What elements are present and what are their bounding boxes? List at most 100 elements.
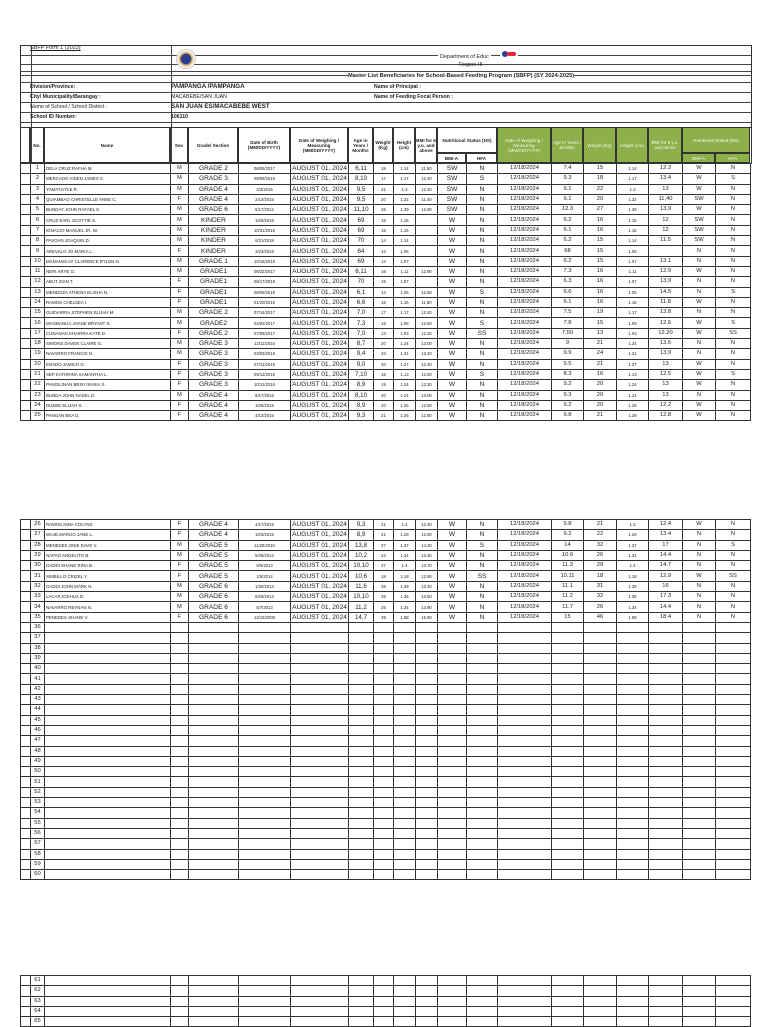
cell-bmi: 13.90 — [415, 601, 438, 613]
cell-followup-hfa: N — [715, 601, 751, 613]
school-id-value: 106110 — [171, 114, 189, 120]
cell-followup-date — [497, 714, 552, 726]
cell-followup-bmi: 11,40 — [648, 193, 683, 206]
table-row: 29 NAPAO ANGELITO B. M GRADE 5 5/28/2014 AUGU… — [20, 549, 751, 562]
cell-dob: 9/5/2013 — [238, 560, 291, 572]
cell-followup-bmi-a — [682, 817, 716, 829]
cell-dob: 10/31/2018 — [238, 224, 291, 237]
cell-followup-height — [583, 683, 617, 696]
cell-bmi-a: W — [437, 327, 467, 340]
cell-hfa — [466, 786, 498, 799]
cell-no: 9 — [30, 245, 45, 257]
row-marker — [20, 307, 31, 319]
cell-followup-weight — [551, 974, 584, 987]
cell-sex — [170, 858, 189, 871]
cell-weight — [373, 652, 394, 665]
cell-weigh-date: AUGUST 01, 2024 — [290, 183, 349, 195]
cell-followup-bmi — [648, 652, 683, 665]
cell-age — [348, 621, 374, 634]
cell-sex: F — [170, 368, 189, 381]
cell-grade: GRADE 2 — [188, 307, 239, 319]
cell-followup-height — [583, 995, 617, 1007]
cell-hfa: N — [466, 224, 498, 237]
cell-grade — [188, 974, 239, 987]
cell-followup-height: 16 — [583, 296, 617, 309]
cell-height: 1.07 — [393, 276, 416, 288]
table-row: 27 WAJE,MARGO JANE L. F GRADE 4 10/3/2015 AUG… — [20, 529, 751, 541]
cell-followup-weight — [551, 652, 584, 665]
cell-dob — [238, 786, 291, 799]
cell-sex — [170, 776, 189, 788]
cell-sex — [170, 848, 189, 860]
cell-age: 70 — [348, 235, 374, 247]
cell-age: 6,1 — [348, 286, 374, 298]
cell-followup-weight: 11.1 — [551, 580, 584, 593]
region-label: Region III — [459, 62, 483, 68]
cell-sex: M — [170, 549, 189, 562]
cell-grade: GRADE 4 — [188, 193, 239, 206]
cell-hfa — [466, 735, 498, 747]
table-row: 7 IGNACIO MANUEL JR. W. M KINDER 10/31/2018 A… — [20, 224, 751, 237]
cell-sex: M — [170, 162, 189, 175]
cell-followup-date — [497, 848, 552, 860]
cell-weight: 17 — [373, 307, 394, 319]
cell-name — [44, 663, 171, 675]
cell-followup-bmi — [648, 786, 683, 799]
cell-followup-bmi-a — [682, 621, 716, 634]
cell-followup-bmi-height — [616, 652, 649, 665]
cell-name — [44, 1016, 171, 1027]
cell-followup-weight — [551, 1005, 584, 1018]
table-row: 54 — [20, 807, 751, 819]
cell-bmi — [415, 714, 438, 726]
cell-followup-bmi-a: N — [682, 549, 716, 562]
cell-followup-bmi-height — [616, 632, 649, 644]
cell-bmi-a — [437, 848, 467, 860]
table-row: 15 GUEVARRA,STEPHEN ELIJAH M. M GRADE 2 07/1… — [20, 307, 751, 319]
cell-followup-hfa — [715, 838, 751, 850]
cell-age — [348, 652, 374, 665]
cell-grade — [188, 776, 239, 788]
cell-sex — [170, 755, 189, 768]
cell-followup-bmi-height: 1.24 — [616, 338, 649, 350]
cell-bmi — [415, 745, 438, 757]
cell-followup-date: 12/18/2024 — [497, 570, 552, 582]
cell-followup-hfa — [715, 869, 751, 881]
cell-followup-hfa: N — [715, 529, 751, 541]
cell-followup-date: 12/18/2024 — [497, 389, 552, 401]
cell-bmi-a — [437, 776, 467, 788]
cell-bmi-a — [437, 1016, 467, 1027]
cell-followup-height — [583, 694, 617, 706]
cell-no: 12 — [30, 276, 45, 288]
row-marker — [20, 368, 31, 381]
school-label: Name of School / School District : — [30, 104, 108, 110]
cell-weigh-date — [290, 673, 349, 685]
cell-sex: F — [170, 245, 189, 257]
cell-grade: GRADE1 — [188, 286, 239, 298]
cell-followup-bmi — [648, 1016, 683, 1027]
col-followup-ns: Nutritional Status (NS) — [682, 127, 750, 153]
cell-followup-bmi-height — [616, 817, 649, 829]
row-marker — [20, 245, 31, 257]
cell-followup-bmi-a: W — [682, 265, 716, 278]
cell-no: 62 — [30, 985, 45, 997]
cell-bmi: 14.30 — [415, 539, 438, 551]
cell-weigh-date: AUGUST 01, 2024 — [290, 296, 349, 309]
cell-age: 8,10 — [348, 173, 374, 185]
cell-followup-bmi: 12.20 — [648, 327, 683, 340]
cell-followup-bmi-a: N — [682, 529, 716, 541]
cell-followup-weight — [551, 807, 584, 819]
cell-no: 55 — [30, 817, 45, 829]
cell-no: 36 — [30, 621, 45, 634]
cell-followup-bmi-height — [616, 621, 649, 634]
cell-age — [348, 632, 374, 644]
cell-name: CUNANAN SHAIRRA KATE D. — [44, 327, 171, 340]
cell-followup-height: 31 — [583, 580, 617, 593]
cell-followup-bmi-height — [616, 827, 649, 840]
cell-followup-weight — [551, 786, 584, 799]
table-row: 48 — [20, 745, 751, 757]
cell-sex: M — [170, 173, 189, 185]
cell-hfa — [466, 1005, 498, 1018]
cell-followup-weight — [551, 848, 584, 860]
cell-followup-weight: 7.3 — [551, 265, 584, 278]
cell-followup-weight — [551, 766, 584, 778]
